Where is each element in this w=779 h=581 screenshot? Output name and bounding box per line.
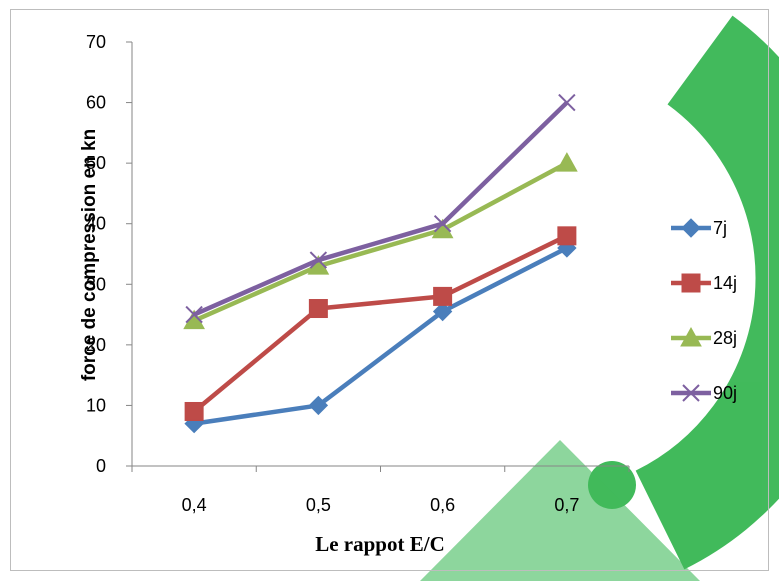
data-point-90j — [309, 251, 328, 269]
chart-border — [10, 9, 769, 571]
y-tick-label: 40 — [86, 214, 106, 234]
axes: 0 10 20 30 40 50 60 70 0,4 0,5 0,6 0,7 — [86, 32, 630, 515]
legend-marker — [681, 273, 701, 293]
data-point-7j — [432, 301, 453, 322]
legend-marker — [681, 218, 701, 238]
legend-item-14j: 14j — [671, 273, 737, 293]
legend-item-7j: 7j — [671, 218, 727, 238]
y-tick-label: 60 — [86, 93, 106, 113]
x-tick-label: 0,7 — [554, 495, 579, 515]
x-axis-label: Le rappot E/C — [315, 532, 445, 556]
legend-label: 28j — [713, 328, 737, 348]
series-7j — [184, 238, 577, 434]
y-tick-label: 30 — [86, 274, 106, 294]
y-axis-label: force de compression en kn — [79, 129, 100, 381]
x-tick-label: 0,4 — [182, 495, 207, 515]
data-point-28j — [556, 152, 578, 172]
watermark-logo — [420, 15, 779, 581]
x-tick-label: 0,6 — [430, 495, 455, 515]
series-90j — [185, 93, 576, 324]
legend: 7j 14j 28j 90j — [671, 218, 737, 403]
data-point-90j — [185, 305, 203, 324]
legend-label: 90j — [713, 383, 737, 403]
data-point-14j — [433, 286, 453, 306]
data-point-14j — [308, 299, 328, 319]
series-layer — [183, 93, 578, 434]
x-tick-label: 0,5 — [306, 495, 331, 515]
y-tick-label: 0 — [96, 456, 106, 476]
data-point-14j — [184, 401, 204, 421]
data-point-90j — [558, 93, 576, 112]
legend-item-28j: 28j — [671, 326, 737, 348]
series-line-28j — [193, 161, 568, 323]
legend-marker — [682, 384, 700, 402]
legend-label: 7j — [713, 218, 727, 238]
data-point-14j — [557, 226, 577, 246]
series-line-90j — [193, 100, 569, 317]
legend-marker — [680, 326, 702, 347]
series-14j — [184, 226, 577, 421]
series-line-7j — [193, 245, 568, 426]
data-point-90j — [433, 215, 452, 233]
data-point-7j — [308, 395, 329, 416]
legend-item-90j: 90j — [671, 383, 737, 403]
y-tick-label: 10 — [86, 395, 106, 415]
y-tick-label: 70 — [86, 32, 106, 52]
y-tick-label: 50 — [86, 153, 106, 173]
series-line-14j — [192, 233, 568, 414]
legend-label: 14j — [713, 273, 737, 293]
y-tick-label: 20 — [86, 335, 106, 355]
